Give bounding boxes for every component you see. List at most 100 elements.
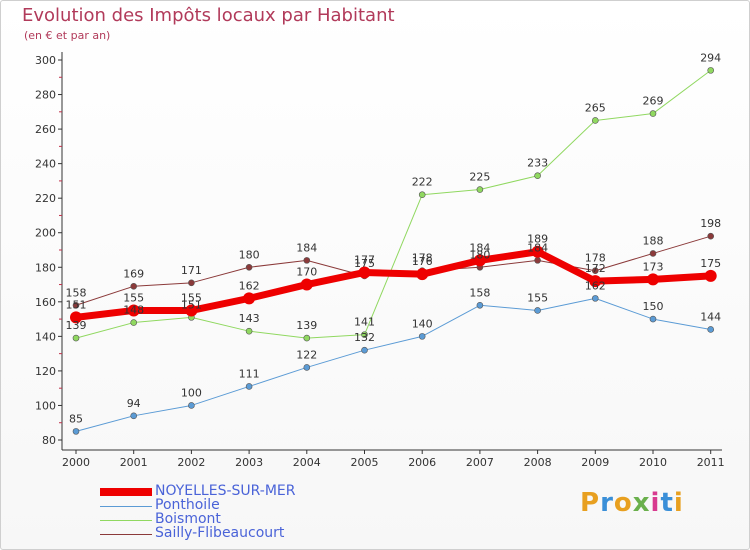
data-label: 139 xyxy=(66,319,87,332)
data-label: 184 xyxy=(469,241,490,254)
y-tick-label: 140 xyxy=(35,330,56,343)
data-label: 180 xyxy=(469,248,490,261)
y-tick-label: 300 xyxy=(35,54,56,67)
data-label: 171 xyxy=(181,264,202,277)
data-label: 94 xyxy=(127,397,141,410)
data-point xyxy=(303,334,311,342)
chart-title: Evolution des Impôts locaux par Habitant xyxy=(22,5,395,26)
logo-letter: r xyxy=(600,488,614,518)
data-point xyxy=(188,402,195,409)
data-point xyxy=(130,319,137,326)
logo-letter: i xyxy=(673,488,684,518)
y-tick-label: 260 xyxy=(35,123,56,136)
data-point xyxy=(534,307,541,314)
data-point xyxy=(72,334,80,342)
data-label: 111 xyxy=(239,367,260,380)
y-tick-label: 180 xyxy=(35,261,56,274)
data-point xyxy=(649,315,657,323)
data-point xyxy=(358,266,371,279)
data-label: 151 xyxy=(181,298,202,311)
x-tick-label: 2004 xyxy=(293,456,321,469)
data-label: 198 xyxy=(700,217,721,230)
data-point xyxy=(647,273,659,286)
y-tick-label: 160 xyxy=(35,296,56,309)
data-label: 155 xyxy=(123,291,144,304)
x-tick-label: 2007 xyxy=(466,456,494,469)
x-tick-label: 2009 xyxy=(581,456,609,469)
data-point xyxy=(649,250,657,257)
x-tick-label: 2002 xyxy=(177,456,205,469)
series-line xyxy=(75,69,711,339)
logo-letter: P xyxy=(580,488,601,518)
legend-swatch xyxy=(100,534,152,535)
data-point xyxy=(591,295,599,302)
data-point xyxy=(707,232,715,240)
data-label: 265 xyxy=(585,101,606,114)
proxiti-logo: Proxiti xyxy=(580,488,684,518)
data-label: 155 xyxy=(527,291,548,304)
data-label: 158 xyxy=(469,286,490,299)
legend-label: Ponthoile xyxy=(155,497,220,513)
data-label: 150 xyxy=(643,300,664,313)
data-label: 162 xyxy=(585,279,606,292)
data-label: 225 xyxy=(469,171,490,184)
x-tick-label: 2000 xyxy=(62,456,90,469)
data-label: 177 xyxy=(354,253,375,266)
data-label: 172 xyxy=(585,262,606,275)
data-label: 176 xyxy=(412,255,433,268)
data-label: 178 xyxy=(585,252,606,265)
data-label: 180 xyxy=(239,248,260,261)
data-label: 122 xyxy=(296,348,317,361)
data-point xyxy=(130,412,137,420)
series-line xyxy=(75,297,711,432)
data-point xyxy=(130,282,137,290)
data-label: 158 xyxy=(66,286,87,299)
data-label: 233 xyxy=(527,157,548,170)
data-point xyxy=(300,278,313,291)
data-label: 140 xyxy=(412,317,433,330)
data-point xyxy=(245,263,253,271)
data-label: 178 xyxy=(412,252,433,265)
data-label: 143 xyxy=(239,312,260,325)
y-tick-label: 220 xyxy=(35,192,56,205)
logo-letter: t xyxy=(660,488,674,518)
data-label: 188 xyxy=(643,234,664,247)
data-point xyxy=(361,331,368,338)
data-point xyxy=(476,186,484,193)
legend-item: Boismont xyxy=(100,511,360,527)
logo-letter: x xyxy=(632,488,651,518)
data-point xyxy=(418,191,426,199)
data-point xyxy=(591,267,599,275)
x-tick-label: 2011 xyxy=(697,456,725,469)
legend-label: NOYELLES-SUR-MER xyxy=(155,483,296,499)
data-point xyxy=(476,301,484,309)
data-point xyxy=(534,172,541,180)
data-point xyxy=(531,245,544,258)
chart-subtitle: (en € et par an) xyxy=(24,29,111,42)
data-label: 155 xyxy=(181,291,202,304)
legend-swatch xyxy=(100,520,152,521)
y-tick-label: 120 xyxy=(35,365,56,378)
data-point xyxy=(127,304,140,317)
data-label: 189 xyxy=(527,233,548,246)
data-point xyxy=(245,383,253,390)
data-point xyxy=(361,346,368,354)
data-label: 173 xyxy=(643,260,664,273)
legend-item: Ponthoile xyxy=(100,497,360,513)
data-label: 184 xyxy=(527,241,548,254)
data-point xyxy=(707,326,715,333)
data-point xyxy=(707,67,715,74)
x-tick-label: 2001 xyxy=(120,456,148,469)
x-tick-label: 2003 xyxy=(235,456,263,469)
data-label: 269 xyxy=(643,95,664,108)
data-label: 100 xyxy=(181,386,202,399)
data-point xyxy=(418,333,426,340)
series-line xyxy=(75,248,711,321)
series-ponthoile xyxy=(72,295,715,435)
data-label: 141 xyxy=(354,316,375,329)
x-tick-label: 2008 xyxy=(524,456,552,469)
data-label: 148 xyxy=(123,304,144,317)
legend-item: NOYELLES-SUR-MER xyxy=(100,483,360,499)
data-point xyxy=(303,257,311,264)
